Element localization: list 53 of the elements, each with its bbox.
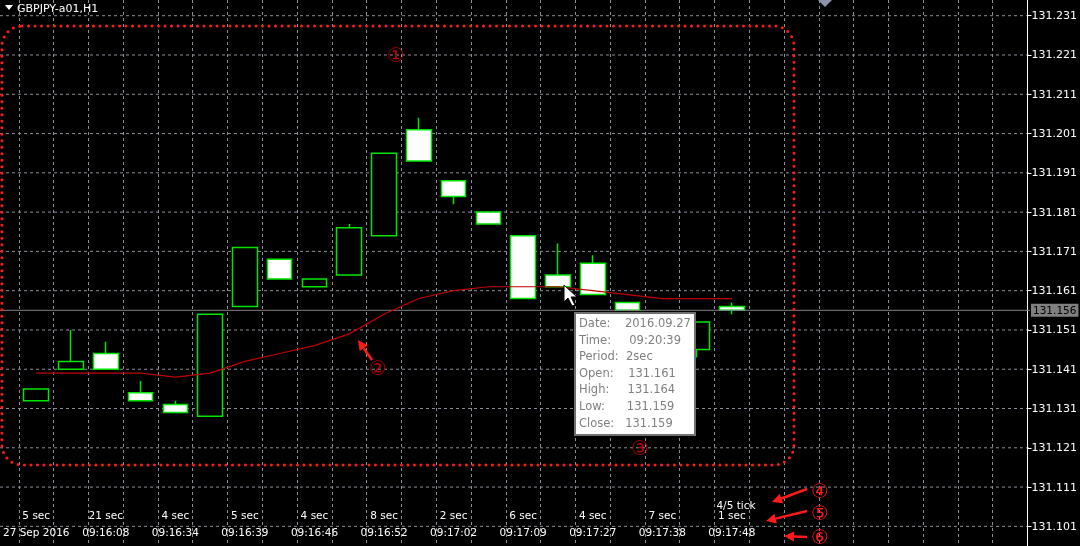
candlestick bbox=[127, 380, 154, 402]
y-tick-label: 131.201 bbox=[1031, 127, 1078, 141]
candlestick bbox=[335, 223, 363, 276]
x-tick-label: 6 sec 09:17:09 bbox=[499, 508, 547, 538]
annotation: ④ bbox=[811, 479, 829, 503]
candlestick bbox=[579, 254, 607, 296]
y-tick-label: 131.171 bbox=[1031, 244, 1078, 258]
candlestick bbox=[196, 313, 224, 418]
candlestick bbox=[231, 246, 259, 308]
y-tick-label: 131.181 bbox=[1031, 205, 1078, 219]
candlestick bbox=[370, 152, 398, 237]
ref-line-label: 131.156 bbox=[1033, 304, 1077, 317]
annotation: 4/5 tick bbox=[716, 499, 757, 511]
y-tick-label: 131.101 bbox=[1031, 519, 1078, 533]
x-tick-label: 7 sec 09:17:38 bbox=[638, 508, 686, 538]
x-tick-label: 8 sec 09:16:52 bbox=[360, 508, 408, 538]
annotation: ③ bbox=[631, 436, 649, 460]
x-tick-label: 1 sec 09:17:48 bbox=[708, 508, 756, 538]
y-tick-label: 131.151 bbox=[1031, 323, 1078, 337]
candlestick bbox=[405, 117, 433, 162]
y-tick-label: 131.111 bbox=[1031, 480, 1078, 494]
candlestick bbox=[475, 211, 502, 225]
candlestick bbox=[57, 329, 85, 370]
x-tick-label: 4 sec 09:17:27 bbox=[569, 508, 617, 538]
candlestick bbox=[22, 388, 50, 402]
y-tick-label: 131.121 bbox=[1031, 441, 1078, 455]
y-tick-label: 131.131 bbox=[1031, 402, 1078, 416]
y-tick-label: 131.161 bbox=[1031, 284, 1078, 298]
x-tick-label: 21 sec 09:16:08 bbox=[82, 508, 130, 538]
candlestick bbox=[440, 179, 467, 206]
annotation: Date: 2016.09.27 Time: 09:20:39 Period: 2sec Open: 131.161 High: 131.164 Low: 131.159 Close: 131.159 bbox=[578, 316, 691, 430]
y-tick-label: 131.211 bbox=[1031, 87, 1078, 101]
annotation: ① bbox=[387, 43, 405, 67]
x-tick-label: 5 sec 09:16:39 bbox=[221, 508, 269, 538]
candlestick bbox=[266, 258, 293, 280]
candlestick bbox=[509, 234, 537, 300]
candlestick bbox=[544, 242, 572, 288]
x-tick-label: 2 sec 09:17:02 bbox=[430, 508, 478, 538]
x-tick-label: 4 sec 09:16:46 bbox=[290, 508, 339, 538]
annotation: ② bbox=[369, 356, 387, 380]
candlestick bbox=[92, 340, 120, 370]
y-tick-label: 131.231 bbox=[1031, 9, 1078, 23]
y-tick-label: 131.191 bbox=[1031, 166, 1078, 180]
candlestick bbox=[162, 399, 189, 414]
line-series bbox=[35, 286, 733, 378]
annotation: ⑥ bbox=[811, 525, 829, 546]
y-tick-label: 131.141 bbox=[1031, 362, 1078, 376]
chart-title: GBPJPY-a01,H1 bbox=[17, 2, 99, 15]
x-tick-label: 4 sec 09:16:34 bbox=[151, 508, 200, 538]
annotation: ⑤ bbox=[811, 501, 829, 525]
candlestick bbox=[301, 278, 328, 288]
y-tick-label: 131.221 bbox=[1031, 48, 1078, 62]
x-tick-label: 5 sec 27 Sep 2016 bbox=[2, 508, 70, 538]
